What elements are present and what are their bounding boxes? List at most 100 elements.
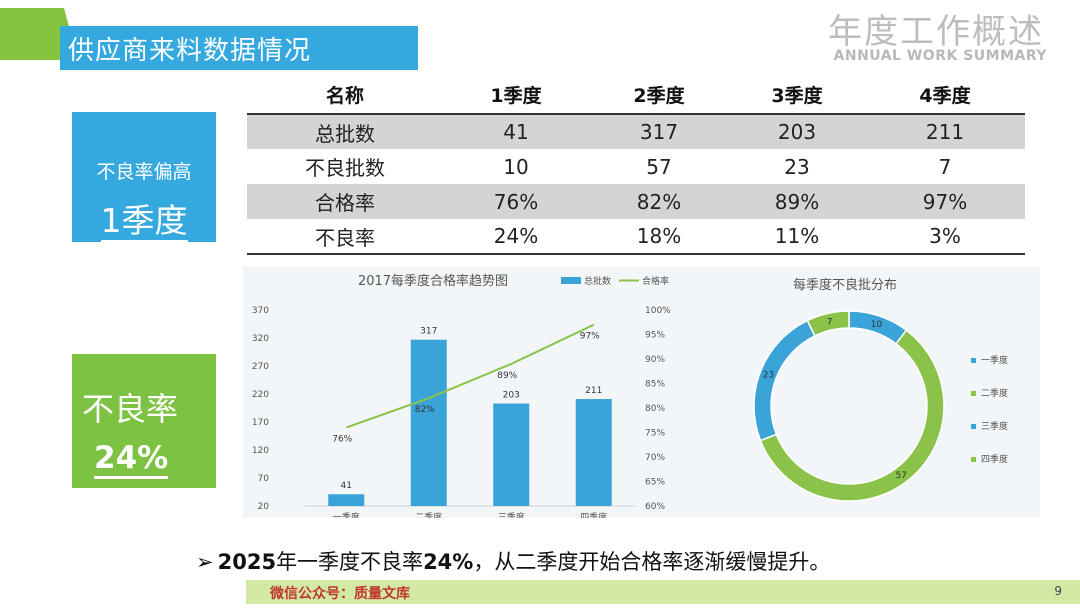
bar-data-label: 317	[420, 327, 437, 337]
footer-text: 微信公众号：质量文库	[270, 586, 410, 602]
table-header-row: 名称 1季度 2季度 3季度 4季度	[247, 76, 1025, 115]
donut-data-label: 23	[763, 371, 774, 381]
table-cell: 203	[729, 114, 865, 149]
page-title: 供应商来料数据情况	[68, 36, 312, 66]
header-subtitle-en: ANNUAL WORK SUMMARY	[833, 48, 1047, 64]
table-header-cell: 1季度	[443, 76, 589, 115]
legend-label-line: 合格率	[642, 275, 669, 287]
donut-data-label: 7	[827, 318, 833, 328]
table-cell: 76%	[443, 184, 589, 219]
header-green-accent	[0, 8, 78, 60]
summary-text-2: ，从二季度开始合格率逐渐缓慢提升。	[473, 550, 831, 574]
donut-legend-label: 三季度	[981, 420, 1008, 432]
donut-slice	[753, 319, 816, 442]
charts-svg: 2017每季度合格率趋势图 总批数 合格率 20 70 120 170 220 270 320 37…	[252, 273, 1008, 518]
bar-mark	[575, 399, 612, 506]
y-left-tick-label: 70	[258, 474, 270, 484]
y-left-tick-label: 370	[252, 306, 269, 316]
bar-data-label: 41	[341, 481, 352, 491]
donut-legend-swatch	[971, 391, 976, 396]
table-cell: 10	[503, 154, 529, 179]
y-right-tick-label: 90%	[645, 355, 665, 365]
donut-legend-label: 二季度	[981, 387, 1008, 399]
table-row: 不良率 24% 18% 11% 3%	[247, 219, 1025, 255]
y-right-tick-label: 80%	[645, 404, 665, 414]
table-row: 合格率 76% 82% 89% 97%	[247, 184, 1025, 219]
x-tick-label: 二季度	[415, 511, 442, 518]
y-right-tick-label: 75%	[645, 429, 665, 439]
line-series	[345, 323, 595, 429]
donut-legend-swatch	[971, 424, 976, 429]
table-cell: 总批数	[247, 114, 443, 149]
x-tick-label: 四季度	[580, 511, 607, 518]
donut-slice	[806, 310, 850, 337]
table-cell: 11%	[729, 219, 865, 255]
chart-title: 2017每季度合格率趋势图	[358, 273, 508, 289]
table-cell: 7	[938, 154, 952, 179]
donut-data-label: 10	[871, 320, 883, 330]
header-subtitle-cn: 年度工作概述	[828, 12, 1044, 52]
y-left-tick-label: 320	[252, 334, 269, 344]
table-cell: 不良率	[247, 219, 443, 255]
card-green-value: 24%	[94, 440, 169, 479]
table-header-cell: 2季度	[589, 76, 729, 115]
y-right-tick-label: 65%	[645, 478, 665, 488]
table-cell: 211	[865, 114, 1025, 149]
table-cell: 317	[589, 114, 729, 149]
title-bar	[60, 26, 418, 70]
x-tick-label: 一季度	[333, 511, 360, 518]
y-right-tick-label: 60%	[645, 502, 665, 512]
legend-label-bar: 总批数	[584, 275, 611, 287]
table-cell: 23	[784, 154, 810, 179]
bar-mark	[328, 494, 365, 506]
table-cell: 24%	[443, 219, 589, 255]
y-right-tick-label: 70%	[645, 453, 665, 463]
line-data-label: 97%	[580, 332, 600, 342]
table-cell: 89%	[729, 184, 865, 219]
data-table: 名称 1季度 2季度 3季度 4季度 总批数 41 317 203 211 不良…	[247, 76, 1025, 255]
highlight-card-green: 不良率 24%	[72, 354, 216, 488]
y-left-tick-label: 20	[258, 502, 270, 512]
summary-year: 2025	[217, 550, 277, 574]
table-header-cell: 名称	[247, 76, 443, 115]
table-cell: 57	[646, 154, 672, 179]
line-data-label: 82%	[415, 405, 435, 415]
card-blue-value: 1季度	[100, 201, 188, 243]
donut-legend-label: 四季度	[981, 453, 1008, 465]
y-left-tick-label: 120	[252, 446, 269, 456]
table-cell: 97%	[865, 184, 1025, 219]
table-header-cell: 4季度	[865, 76, 1025, 115]
table-cell: 合格率	[247, 184, 443, 219]
bar-data-label: 211	[585, 386, 602, 396]
table-row: 总批数 41 317 203 211	[247, 114, 1025, 149]
table-cell: 41	[443, 114, 589, 149]
y-right-tick-label: 85%	[645, 380, 665, 390]
page-number: 9	[1054, 584, 1062, 598]
card-blue-label: 不良率偏高	[96, 161, 192, 183]
table-header-cell: 3季度	[729, 76, 865, 115]
bar-data-label: 203	[503, 391, 520, 401]
summary-text-1: 年一季度不良率	[276, 550, 424, 574]
line-data-label: 89%	[497, 371, 517, 381]
table-row: 不良批数 10 57 23 7	[247, 149, 1025, 184]
y-right-tick-label: 95%	[645, 331, 665, 341]
summary-rate: 24%	[423, 550, 474, 574]
bar-mark	[410, 339, 447, 506]
donut-legend-swatch	[971, 358, 976, 363]
highlight-card-blue: 不良率偏高 1季度	[72, 112, 216, 243]
y-left-tick-label: 220	[252, 390, 269, 400]
table-cell: 82%	[589, 184, 729, 219]
card-green-label: 不良率	[82, 390, 179, 428]
y-left-tick-label: 270	[252, 362, 269, 372]
line-data-label: 76%	[332, 435, 352, 445]
table-cell: 3%	[865, 219, 1025, 255]
donut-legend-label: 一季度	[981, 354, 1008, 366]
y-right-tick-label: 100%	[645, 306, 671, 316]
bar-mark	[493, 403, 530, 506]
legend-swatch-bar	[561, 277, 581, 284]
y-left-tick-label: 170	[252, 418, 269, 428]
donut-legend-swatch	[971, 457, 976, 462]
table-cell: 不良批数	[305, 156, 385, 180]
x-tick-label: 三季度	[498, 511, 525, 518]
donut-data-label: 57	[895, 471, 906, 481]
